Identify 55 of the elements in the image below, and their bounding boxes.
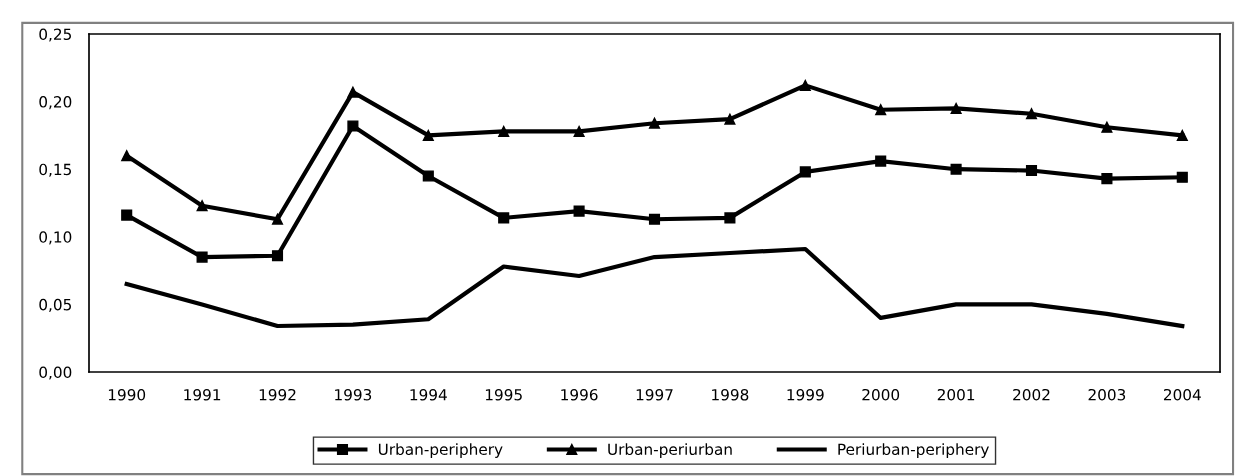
point bbox=[950, 102, 962, 114]
x-tick-label: 1998 bbox=[712, 388, 749, 401]
point bbox=[121, 150, 133, 162]
x-tick-label: 1991 bbox=[184, 388, 221, 401]
point bbox=[1025, 164, 1038, 177]
point bbox=[347, 120, 359, 132]
point bbox=[1025, 108, 1038, 120]
point bbox=[724, 212, 736, 224]
x-tick-label: 2004 bbox=[1163, 388, 1201, 401]
y-tick-label: 0,00 bbox=[39, 366, 72, 380]
point bbox=[498, 212, 510, 224]
point bbox=[1101, 173, 1113, 185]
point bbox=[799, 79, 811, 91]
point bbox=[648, 117, 661, 129]
point bbox=[196, 200, 208, 212]
x-tick-label: 1995 bbox=[485, 388, 522, 401]
y-tick-label: 0,20 bbox=[39, 96, 72, 110]
line-series bbox=[124, 246, 1185, 329]
point bbox=[121, 209, 133, 221]
y-tick-label: 0,05 bbox=[39, 298, 71, 312]
point bbox=[196, 251, 208, 263]
x-tick-label: 1993 bbox=[335, 388, 372, 401]
point bbox=[422, 170, 434, 182]
y-tick-label: 0,10 bbox=[39, 231, 72, 245]
y-tick-label: 0,15 bbox=[39, 163, 71, 177]
x-tick-label: 1999 bbox=[787, 388, 824, 401]
x-tick-label: 2003 bbox=[1088, 388, 1126, 401]
x-tick-label: 1992 bbox=[259, 388, 296, 401]
point bbox=[271, 213, 284, 225]
x-tick-label: 1990 bbox=[108, 388, 146, 401]
point bbox=[1101, 121, 1113, 133]
point bbox=[573, 125, 585, 137]
point bbox=[724, 113, 736, 125]
point bbox=[799, 166, 811, 178]
legend-label: Urban-periurban bbox=[608, 443, 732, 458]
legend-label: Urban-periphery bbox=[378, 443, 503, 458]
x-tick-label: 2002 bbox=[1013, 388, 1050, 401]
point bbox=[875, 104, 887, 116]
point bbox=[648, 213, 661, 225]
point bbox=[498, 125, 510, 137]
point bbox=[573, 205, 585, 217]
point bbox=[875, 155, 887, 167]
point bbox=[1176, 129, 1188, 141]
x-tick-label: 1997 bbox=[636, 388, 673, 401]
y-tick-label: 0,25 bbox=[39, 28, 71, 42]
point bbox=[271, 250, 284, 262]
point bbox=[1176, 171, 1188, 183]
x-tick-label: 1996 bbox=[561, 388, 598, 401]
point bbox=[422, 129, 434, 141]
x-tick-label: 2001 bbox=[937, 388, 975, 401]
x-tick-label: 2000 bbox=[862, 388, 900, 401]
x-tick-label: 1994 bbox=[410, 388, 447, 401]
point bbox=[950, 163, 962, 175]
legend-label: Periurban-periphery bbox=[838, 443, 989, 458]
point bbox=[347, 86, 359, 98]
